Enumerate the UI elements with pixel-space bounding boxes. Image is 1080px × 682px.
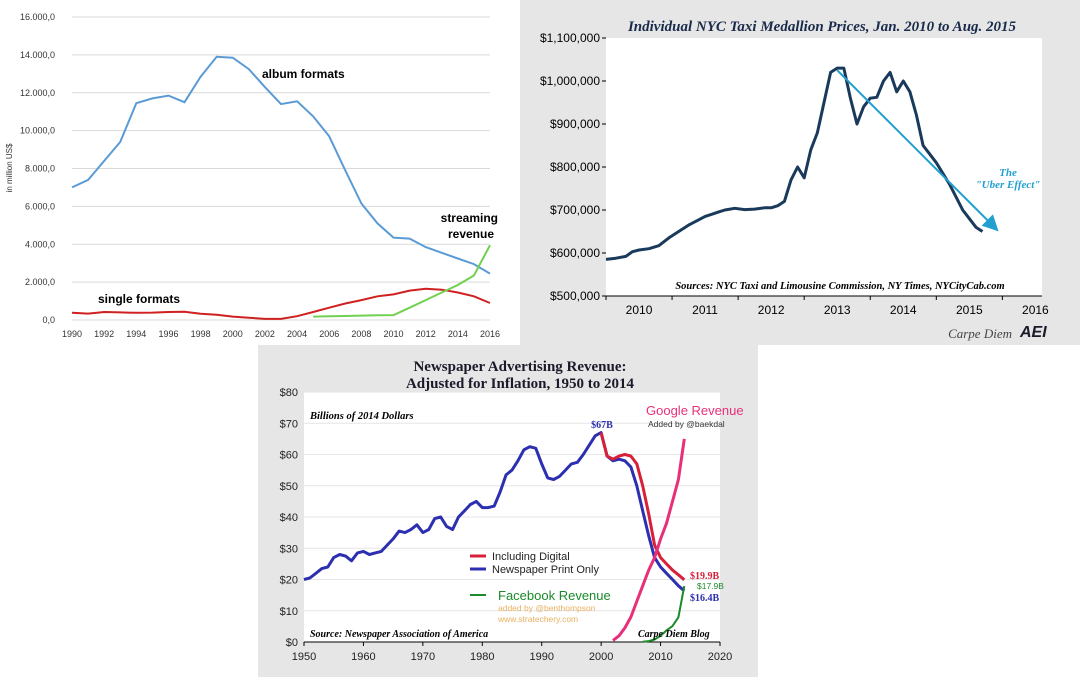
y-tick-label: 10.000,0 bbox=[20, 126, 55, 136]
legend-label-digital: Including Digital bbox=[492, 551, 570, 563]
x-tick-label: 2012 bbox=[758, 303, 785, 317]
uber-effect-label-2: "Uber Effect" bbox=[976, 179, 1041, 191]
y-tick-label: $700,000 bbox=[550, 203, 600, 217]
y-tick-label: $30 bbox=[280, 543, 298, 555]
y-tick-label: $800,000 bbox=[550, 160, 600, 174]
x-tick-label: 1990 bbox=[62, 329, 82, 339]
x-tick-label: 1994 bbox=[126, 329, 146, 339]
x-tick-label: 2000 bbox=[223, 329, 243, 339]
y-tick-label: 6.000,0 bbox=[25, 201, 55, 211]
chart-title-line1: Newspaper Advertising Revenue: bbox=[413, 359, 626, 375]
x-tick-label: 2010 bbox=[648, 651, 672, 663]
google-credit: Added by @baekdal bbox=[648, 419, 725, 429]
peak-label: $67B bbox=[591, 420, 613, 431]
chart-title: Individual NYC Taxi Medallion Prices, Ja… bbox=[627, 19, 1017, 35]
taxi-medallion-chart: Individual NYC Taxi Medallion Prices, Ja… bbox=[520, 0, 1080, 345]
x-tick-label: 2014 bbox=[890, 303, 917, 317]
y-tick-label: 14.000,0 bbox=[20, 50, 55, 60]
y-tick-label: $10 bbox=[280, 606, 298, 618]
google-revenue-label: Google Revenue bbox=[646, 403, 744, 418]
x-tick-label: 2008 bbox=[351, 329, 371, 339]
taxi-chart-svg: Individual NYC Taxi Medallion Prices, Ja… bbox=[540, 19, 1049, 341]
series-line-medallion-price bbox=[605, 66, 984, 261]
x-tick-label: 2002 bbox=[255, 329, 275, 339]
annotation-streaming: streaming bbox=[441, 211, 498, 225]
chart-title-line2: Adjusted for Inflation, 1950 to 2014 bbox=[406, 376, 635, 392]
y-tick-label: $1,000,000 bbox=[540, 74, 600, 88]
y-tick-label: 4.000,0 bbox=[25, 239, 55, 249]
x-tick-label: 1970 bbox=[411, 651, 435, 663]
annotation-album-formats: album formats bbox=[262, 67, 345, 81]
y-tick-label: $1,100,000 bbox=[540, 31, 600, 45]
y-tick-label: 0,0 bbox=[42, 315, 55, 325]
x-tick-label: 2016 bbox=[480, 329, 500, 339]
x-tick-label: 2013 bbox=[824, 303, 851, 317]
series-line-including-digital bbox=[599, 432, 686, 581]
y-tick-label: 16.000,0 bbox=[20, 12, 55, 22]
y-tick-label: $600,000 bbox=[550, 246, 600, 260]
x-tick-label: 2015 bbox=[956, 303, 983, 317]
x-tick-label: 1998 bbox=[191, 329, 211, 339]
x-tick-label: 1990 bbox=[529, 651, 553, 663]
series-line-newspaper-print-only bbox=[303, 431, 686, 592]
y-tick-label: 8.000,0 bbox=[25, 164, 55, 174]
music-chart-svg: 0,0 2.000,0 4.000,0 6.000,0 8.000,0 10.000,0 1… bbox=[5, 12, 500, 339]
x-tick-label: 1996 bbox=[158, 329, 178, 339]
y-axis-label: in million US$ bbox=[5, 143, 14, 192]
y-tick-label: $80 bbox=[280, 387, 298, 399]
units-label: Billions of 2014 Dollars bbox=[309, 411, 414, 422]
x-tick-label: 2006 bbox=[319, 329, 339, 339]
uber-effect-label-1: The bbox=[999, 167, 1017, 179]
carpe-diem-blog: Carpe Diem Blog bbox=[638, 629, 710, 640]
y-tick-label: $70 bbox=[280, 418, 298, 430]
x-tick-label: 2000 bbox=[589, 651, 613, 663]
x-tick-label: 2012 bbox=[416, 329, 436, 339]
uber-effect-trend-arrow bbox=[836, 69, 999, 232]
annotation-revenue: revenue bbox=[448, 227, 494, 241]
y-tick-label: $0 bbox=[286, 637, 298, 649]
x-tick-label: 1960 bbox=[351, 651, 375, 663]
source-note: Source: Newspaper Association of America bbox=[310, 629, 488, 640]
facebook-credit-2: www.stratechery.com bbox=[497, 614, 578, 624]
y-tick-label: 12.000,0 bbox=[20, 88, 55, 98]
legend-label-print: Newspaper Print Only bbox=[492, 564, 599, 576]
series-line-google-revenue bbox=[612, 438, 686, 642]
plot-area bbox=[606, 38, 1042, 296]
print-end-label: $16.4B bbox=[690, 593, 720, 604]
x-tick-label: 2010 bbox=[626, 303, 653, 317]
x-tick-label: 2004 bbox=[287, 329, 307, 339]
facebook-end-label: $17.9B bbox=[697, 581, 724, 591]
y-tick-label: $50 bbox=[280, 481, 298, 493]
y-tick-label: $40 bbox=[280, 512, 298, 524]
newspaper-chart-svg: Newspaper Advertising Revenue: Adjusted … bbox=[280, 359, 744, 663]
facebook-credit-1: added by @benthompson bbox=[498, 603, 596, 613]
y-tick-label: $60 bbox=[280, 450, 298, 462]
annotation-single-formats: single formats bbox=[98, 292, 180, 306]
x-tick-label: 2014 bbox=[448, 329, 468, 339]
music-revenue-chart: 0,0 2.000,0 4.000,0 6.000,0 8.000,0 10.000,0 1… bbox=[0, 0, 520, 345]
x-tick-label: 2011 bbox=[692, 303, 718, 317]
y-tick-label: $500,000 bbox=[550, 289, 600, 303]
x-tick-label: 1992 bbox=[94, 329, 114, 339]
y-tick-label: 2.000,0 bbox=[25, 277, 55, 287]
x-tick-label: 2010 bbox=[384, 329, 404, 339]
newspaper-revenue-chart: Newspaper Advertising Revenue: Adjusted … bbox=[258, 345, 758, 677]
source-note: Sources: NYC Taxi and Limousine Commissi… bbox=[675, 281, 1004, 292]
series-line-facebook-revenue bbox=[642, 585, 686, 643]
facebook-revenue-label: Facebook Revenue bbox=[498, 588, 611, 603]
legend: Including Digital Newspaper Print Only F… bbox=[470, 551, 611, 603]
y-tick-label: $20 bbox=[280, 575, 298, 587]
aei-logo: AEI bbox=[1019, 324, 1047, 341]
x-tick-label: 2020 bbox=[708, 651, 732, 663]
series-line-single-formats bbox=[71, 287, 491, 320]
series-line-album-formats bbox=[71, 55, 491, 275]
x-tick-label: 1980 bbox=[470, 651, 494, 663]
digital-end-label: $19.9B bbox=[690, 571, 720, 582]
carpe-diem-brand: Carpe Diem bbox=[948, 326, 1012, 341]
x-tick-label: 2016 bbox=[1022, 303, 1049, 317]
x-tick-label: 1950 bbox=[292, 651, 316, 663]
y-tick-label: $900,000 bbox=[550, 117, 600, 131]
series-line-streaming-revenue bbox=[313, 244, 491, 318]
